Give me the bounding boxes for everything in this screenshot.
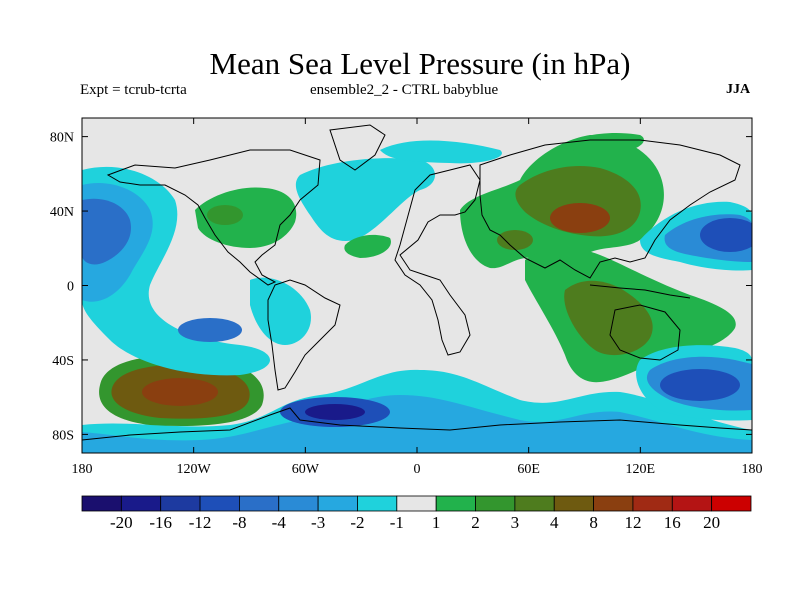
colorbar-label: -12 [189, 513, 212, 532]
colorbar-swatch [711, 495, 752, 512]
colorbar-swatch [81, 495, 122, 512]
lon-tick-label: 0 [414, 462, 421, 477]
lon-tick-label: 60W [292, 462, 320, 477]
lon-tick-label: 60E [517, 462, 540, 477]
southern-ocean-low-core [305, 404, 365, 420]
colorbar-swatch [671, 495, 713, 512]
colorbar-swatch [160, 495, 201, 512]
southern-ocean-neg2 [82, 395, 752, 453]
season-label: JJA [726, 82, 751, 97]
australia-coast [609, 304, 681, 361]
colorbar-label: 3 [511, 513, 520, 532]
colorbar-label: -4 [272, 513, 287, 532]
south-america-coast [267, 279, 341, 391]
sw-pacific-low-core [660, 369, 740, 401]
colorbar: -20 -16 -12 -8 -4 -3 -2 -1 1 2 3 4 8 12 16 20 [81, 495, 752, 532]
colorbar-label: -3 [311, 513, 325, 532]
colorbar-label: 4 [550, 513, 559, 532]
colorbar-swatch [239, 495, 280, 512]
latitude-axis: 80N 40N 0 40S 80S [50, 131, 752, 443]
colorbar-label: 2 [471, 513, 480, 532]
colorbar-label: 8 [589, 513, 598, 532]
north-america-coast [106, 149, 321, 286]
north-atlantic-pos [344, 234, 391, 258]
north-pacific-low-core [700, 218, 752, 252]
indonesia-coast [589, 284, 691, 299]
colorbar-label: 20 [703, 513, 720, 532]
colorbar-swatch [475, 495, 516, 512]
colorbar-swatch [514, 495, 555, 512]
lon-tick-label: 180 [72, 462, 93, 477]
colorbar-swatch [632, 495, 673, 512]
map-title: Mean Sea Level Pressure (in hPa) [209, 46, 631, 81]
experiment-label: Expt = tcrub-tcrta [80, 82, 187, 98]
north-atlantic-neg [295, 158, 435, 241]
colorbar-swatch [317, 495, 358, 512]
south-atlantic-neg [250, 277, 311, 345]
arctic-neg [380, 140, 502, 164]
colorbar-label: 16 [664, 513, 681, 532]
colorbar-swatch [278, 495, 319, 512]
ensemble-label: ensemble2_2 - CTRL babyblue [310, 82, 499, 98]
south-pacific-high-core [142, 378, 218, 406]
colorbar-swatch [199, 495, 240, 512]
indian-ocean-pos-olive [564, 280, 653, 356]
colorbar-swatch [435, 495, 476, 512]
colorbar-label: -20 [110, 513, 133, 532]
lon-tick-label: 120W [177, 462, 212, 477]
arctic-pos [560, 133, 644, 154]
north-america-pos-core [207, 205, 243, 225]
colorbar-swatch [120, 495, 162, 512]
colorbar-label: -16 [149, 513, 172, 532]
europe-africa-coast [394, 164, 481, 356]
middle-east-pos [497, 230, 533, 250]
lat-tick-label: 80S [52, 428, 74, 443]
lon-tick-label: 180 [742, 462, 763, 477]
lon-tick-label: 120E [626, 462, 656, 477]
colorbar-label: -2 [350, 513, 364, 532]
south-pacific-mid-low [178, 318, 242, 342]
colorbar-label: 12 [624, 513, 641, 532]
greenland-coast [329, 124, 386, 171]
central-asia-high-core [550, 203, 610, 233]
colorbar-label: 1 [432, 513, 441, 532]
lat-tick-label: 0 [67, 280, 74, 295]
colorbar-swatch [357, 495, 398, 512]
asia-coast [479, 139, 741, 279]
colorbar-label: -1 [390, 513, 404, 532]
north-america-pos [195, 187, 297, 248]
longitude-axis: 180 120W 60W 0 60E 120E 180 [72, 118, 763, 477]
ne-pacific-neg3 [82, 198, 131, 265]
antarctica-coast [82, 407, 752, 441]
lat-tick-label: 40S [52, 354, 74, 369]
colorbar-label: -8 [232, 513, 246, 532]
colorbar-swatch [396, 495, 437, 512]
lat-tick-label: 80N [50, 131, 74, 146]
colorbar-swatch [593, 495, 634, 512]
anomaly-field [82, 118, 752, 453]
coastlines [82, 124, 752, 441]
lat-tick-label: 40N [50, 205, 74, 220]
colorbar-swatch [553, 495, 594, 512]
